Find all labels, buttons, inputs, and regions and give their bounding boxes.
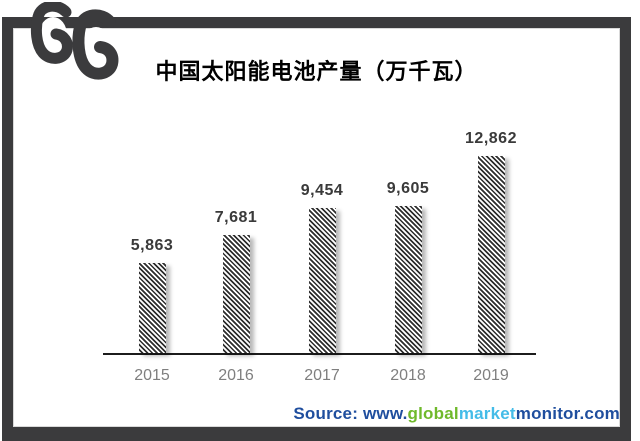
brand-logo	[30, 2, 119, 80]
source-segment: market	[458, 404, 516, 423]
x-tick-label: 2018	[390, 367, 426, 384]
bar-value-label: 7,681	[214, 209, 258, 226]
x-tick-label: 2016	[218, 367, 254, 384]
bar-2019	[477, 156, 505, 353]
x-axis-line	[103, 353, 536, 355]
chart-title: 中国太阳能电池产量（万千瓦）	[155, 59, 478, 84]
bar-value-label: 12,862	[465, 130, 517, 147]
bar-2017	[308, 208, 336, 353]
bar-2015	[138, 263, 166, 353]
source-segment: global	[407, 404, 459, 423]
bar-value-label: 5,863	[130, 237, 174, 254]
x-tick-label: 2017	[304, 367, 340, 384]
source-segment: Source: www.	[293, 404, 408, 423]
bar-2016	[222, 235, 250, 353]
curl-icon	[30, 2, 73, 64]
bar-value-label: 9,605	[386, 180, 430, 197]
x-tick-label: 2015	[134, 367, 170, 384]
x-tick-label: 2019	[473, 367, 509, 384]
bar-2018	[394, 206, 422, 353]
bar-value-label: 9,454	[300, 182, 344, 199]
source-line: Source: www.globalmarketmonitor.com	[293, 404, 620, 424]
source-segment: monitor.com	[515, 404, 620, 423]
curl-icon	[72, 9, 119, 80]
page-frame	[2, 17, 631, 441]
